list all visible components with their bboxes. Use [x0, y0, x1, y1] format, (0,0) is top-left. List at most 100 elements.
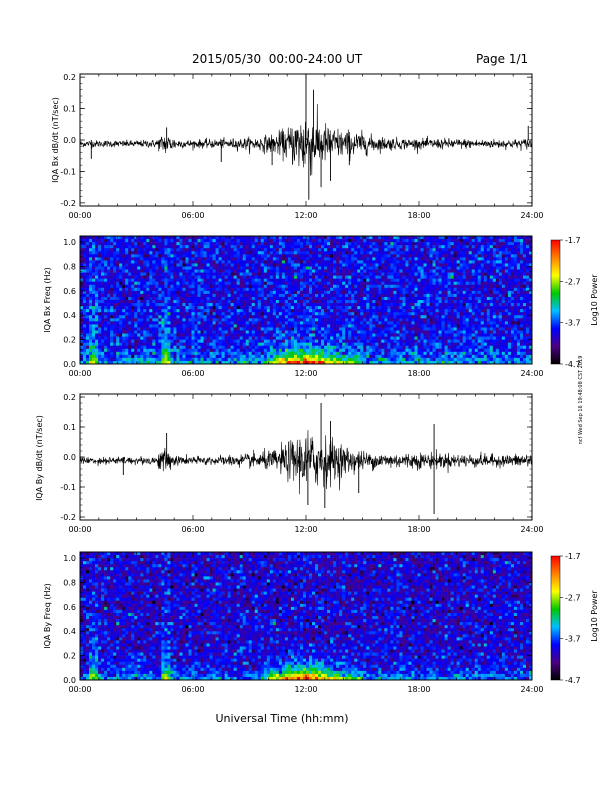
- bx-spectrogram-cell: [266, 269, 271, 273]
- bx-spectrogram-cell: [215, 354, 219, 359]
- bx-spectrogram-cell: [242, 263, 247, 267]
- bx-spectrogram-cell: [125, 327, 129, 331]
- bx-spectrogram-cell: [218, 333, 222, 337]
- bx-spectrogram-cell: [396, 333, 400, 337]
- bx-spectrogram-cell: [260, 300, 265, 304]
- bx-spectrogram-cell: [287, 272, 292, 276]
- bx-spectrogram-cell: [92, 242, 96, 246]
- bx-spectrogram-cell: [345, 360, 349, 365]
- bx-spectrogram-cell: [263, 242, 268, 246]
- bx-spectrogram-cell: [203, 245, 207, 249]
- bx-spectrogram-cell: [227, 315, 231, 319]
- bx-spectrogram-cell: [375, 248, 379, 252]
- bx-spectrogram-cell: [131, 248, 135, 252]
- bx-spectrogram-cell: [248, 348, 253, 353]
- bx-spectrogram-cell: [351, 287, 355, 292]
- bx-spectrogram-cell: [263, 315, 268, 319]
- bx-spectrogram-cell: [266, 345, 271, 350]
- bx-spectrogram-cell: [263, 248, 268, 252]
- bx-spectrogram-cell: [284, 351, 289, 356]
- bx-spectrogram-cell: [387, 296, 391, 301]
- bx-spectrogram-cell: [372, 300, 376, 304]
- bx-spectrogram-cell: [363, 309, 367, 313]
- bx-spectrogram-cell: [221, 318, 225, 322]
- bx-spectrogram-cell: [315, 351, 319, 356]
- bx-spectrogram-cell: [137, 257, 141, 261]
- bx-spectrogram-cell: [423, 324, 427, 328]
- bx-spectrogram-cell: [284, 330, 289, 334]
- bx-spectrogram-cell: [251, 318, 256, 322]
- bx-spectrogram-cell: [417, 330, 421, 334]
- bx-spectrogram-cell: [387, 263, 391, 267]
- bx-spectrogram-cell: [381, 324, 385, 328]
- bx-spectrogram-cell: [185, 263, 189, 267]
- bx-spectrogram-cell: [125, 287, 129, 292]
- bx-spectrogram-cell: [197, 324, 201, 328]
- bx-spectrogram-cell: [354, 330, 358, 334]
- bx-spectrogram-cell: [236, 330, 240, 334]
- bx-spectrogram-cell: [179, 309, 183, 313]
- bx-spectrogram-cell: [236, 284, 240, 289]
- bx-spectrogram-cell: [149, 354, 153, 359]
- bx-spectrogram-cell: [104, 239, 108, 243]
- bx-spectrogram-cell: [318, 312, 322, 316]
- bx-spectrogram-cell: [161, 275, 165, 279]
- bx-spectrogram-cell: [197, 300, 201, 304]
- bx-spectrogram-cell: [197, 342, 201, 347]
- bx-spectrogram-cell: [137, 357, 141, 362]
- bx-spectrogram-cell: [363, 354, 367, 359]
- bx-spectrogram-cell: [98, 309, 102, 313]
- bx-spectrogram-cell: [272, 275, 277, 279]
- bx-spectrogram-cell: [287, 315, 292, 319]
- bx-spectrogram-cell: [170, 360, 174, 365]
- bx-spectrogram-cell: [242, 251, 247, 255]
- bx-spectrogram-cell: [281, 339, 286, 343]
- bx-spectrogram-cell: [372, 248, 376, 252]
- bx-spectrogram-cell: [411, 336, 415, 340]
- bx-spectrogram-cell: [89, 242, 93, 246]
- bx-spectrogram-cell: [83, 357, 87, 362]
- bx-spectrogram-cell: [212, 293, 216, 298]
- bx-spectrogram-cell: [360, 327, 364, 331]
- bx-spectrogram-cell: [342, 354, 346, 359]
- bx-spectrogram-cell: [375, 300, 379, 304]
- bx-spectrogram-cell: [357, 360, 361, 365]
- bx-spectrogram-cell: [272, 333, 277, 337]
- bx-spectrogram-cell: [236, 339, 240, 343]
- bx-spectrogram-cell: [179, 318, 183, 322]
- bx-spectrogram-cell: [125, 248, 129, 252]
- bx-spectrogram-cell: [324, 315, 328, 319]
- bx-spectrogram-cell: [158, 272, 162, 276]
- bx-spectrogram-cell: [221, 315, 225, 319]
- bx-spectrogram-cell: [119, 296, 123, 301]
- bx-spectrogram-cell: [321, 345, 325, 350]
- bx-spectrogram-cell: [227, 324, 231, 328]
- bx-spectrogram-cell: [275, 266, 280, 270]
- bx-spectrogram-cell: [336, 260, 340, 264]
- bx-spectrogram-cell: [372, 275, 376, 279]
- bx-spectrogram-cell: [290, 324, 295, 328]
- bx-spectrogram-cell: [284, 269, 289, 273]
- bx-dbdt-x-tick-label: 06:00: [181, 211, 204, 220]
- bx-spectrogram-cell: [278, 357, 283, 362]
- bx-spectrogram-cell: [98, 239, 102, 243]
- bx-spectrogram-cell: [146, 254, 150, 258]
- bx-spectrogram-cell: [212, 266, 216, 270]
- bx-spectrogram-cell: [348, 336, 352, 340]
- bx-spectrogram-cell: [137, 290, 141, 295]
- bx-spectrogram-cell: [194, 333, 198, 337]
- bx-spectrogram-cell: [275, 360, 280, 365]
- bx-spectrogram-cell: [251, 263, 256, 267]
- bx-spectrogram-cell: [363, 281, 367, 286]
- bx-spectrogram-cell: [269, 342, 274, 347]
- bx-spectrogram-cell: [125, 239, 129, 243]
- bx-spectrogram-cell: [275, 333, 280, 337]
- bx-spectrogram-cell: [131, 254, 135, 258]
- bx-spectrogram-cell: [113, 263, 117, 267]
- bx-spectrogram-cell: [260, 348, 265, 353]
- bx-spectrogram-cell: [342, 245, 346, 249]
- bx-spectrogram-cell: [257, 357, 262, 362]
- bx-spectrogram-cell: [170, 236, 174, 240]
- bx-spectrogram-cell: [296, 330, 301, 334]
- bx-spectrogram-cell: [257, 293, 262, 298]
